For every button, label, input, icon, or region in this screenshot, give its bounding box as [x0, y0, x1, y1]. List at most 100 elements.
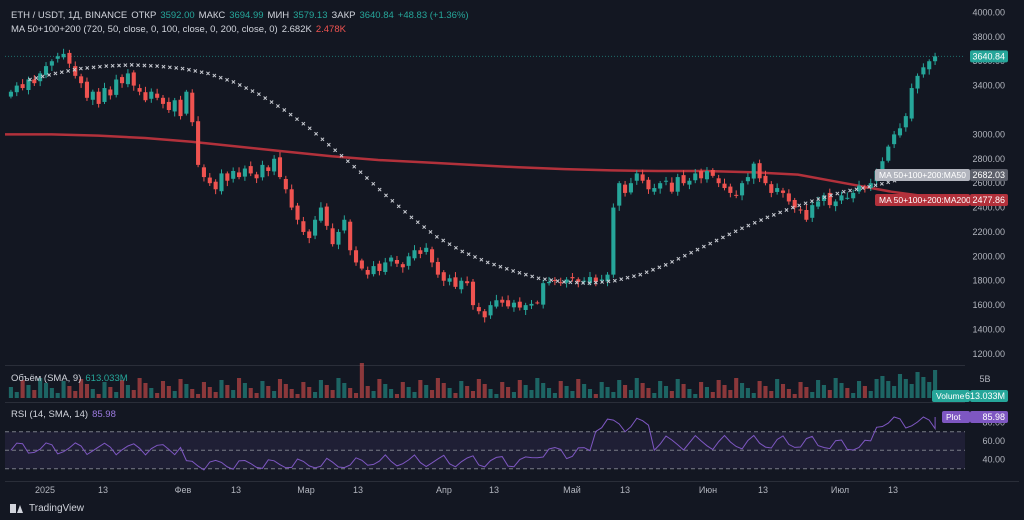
ma50-marker [66, 69, 71, 73]
volume-bar [236, 378, 242, 398]
candle-body [506, 300, 511, 307]
ma50-marker [78, 66, 83, 71]
volume-bar [757, 381, 762, 398]
ma50-marker [778, 210, 783, 215]
candle-body [587, 277, 593, 284]
ma50-marker [123, 63, 128, 68]
ma50-marker [625, 275, 630, 280]
candle-body [745, 177, 750, 182]
ma50-marker [841, 189, 846, 194]
candle-body [851, 192, 856, 199]
volume-bar [839, 383, 844, 398]
candle-body [570, 277, 575, 279]
ma50-marker [117, 63, 121, 68]
time-axis-tick: Фев [175, 485, 192, 495]
candle-body [61, 53, 66, 58]
tradingview-logo-icon [10, 504, 24, 513]
volume-bar [225, 385, 230, 398]
tradingview-footer[interactable]: TradingView [10, 503, 84, 514]
volume-bar [277, 379, 283, 398]
volume-bar [201, 382, 206, 398]
ma50-marker [816, 197, 821, 201]
rsi-legend[interactable]: RSI (14, SMA, 14) 85.98 [11, 409, 116, 420]
volume-bar [14, 392, 19, 398]
volume-bar [897, 374, 903, 398]
ma50-marker [326, 142, 331, 147]
ma50-badge-label: MA 50+100+200:MA50 [879, 170, 966, 180]
volume-bar [558, 381, 563, 398]
volume-bar [20, 380, 25, 398]
volume-bar [149, 388, 154, 398]
volume-bar [430, 390, 435, 398]
volume-bar [79, 379, 84, 398]
candle-body [412, 250, 417, 259]
ma50-marker [835, 191, 840, 196]
candle-body [909, 88, 914, 119]
volume-bar [628, 390, 633, 398]
candle-body [172, 100, 177, 112]
volume-bar [318, 380, 323, 398]
volume-bar [552, 393, 557, 398]
volume-bar [435, 378, 440, 398]
ma50-marker [784, 208, 789, 212]
ma50-marker [212, 73, 217, 78]
ma50-marker [180, 66, 185, 71]
volume-bar [166, 386, 171, 398]
ma50-marker [59, 70, 64, 75]
open-value: 3592.00 [160, 10, 195, 21]
ma50-marker [199, 70, 204, 75]
time-axis-tick: 13 [758, 485, 768, 495]
ma50-marker [148, 63, 153, 68]
ma50-marker [434, 234, 439, 239]
candle-body [242, 168, 247, 177]
volume-bar [389, 389, 394, 398]
volume-bar [43, 383, 49, 398]
candle-body [517, 301, 522, 308]
candle-body [330, 228, 335, 245]
candle-body [424, 247, 429, 252]
ma50-marker [460, 249, 465, 254]
volume-bar [892, 386, 897, 398]
ma50-marker [396, 204, 401, 209]
volume-bar [272, 391, 277, 398]
ma50-marker [409, 215, 414, 220]
candle-body [84, 81, 90, 98]
candle-body [576, 279, 581, 282]
ma50-marker [428, 229, 433, 234]
candle-body [32, 79, 37, 84]
volume-bar [611, 392, 616, 398]
ma50-marker [110, 63, 115, 68]
candle-body [108, 89, 113, 96]
rsi-indicator-label: RSI (14, SMA, 14) [11, 409, 89, 420]
ma50-marker [352, 164, 357, 169]
candle-body [313, 219, 318, 236]
ma50-marker [492, 262, 497, 267]
price-axis-tick: 1400.00 [972, 325, 1005, 335]
candle-body [780, 190, 786, 193]
change-value: +48.83 (+1.36%) [397, 10, 469, 21]
candle-body [927, 61, 932, 70]
ma50-marker [371, 181, 376, 186]
candle-body [389, 257, 394, 262]
candle-body [301, 221, 306, 232]
close-label: ЗАКР [331, 10, 356, 21]
ma50-marker [295, 117, 299, 122]
volume-bar [751, 393, 756, 398]
volume-bar [798, 382, 803, 398]
candle-body [880, 161, 885, 173]
ma50-marker [797, 203, 802, 208]
candle-body [342, 219, 347, 231]
volume-bar [348, 388, 353, 398]
ma50-marker [339, 153, 344, 158]
volume-bar [500, 382, 505, 398]
time-axis-tick: Июн [699, 485, 717, 495]
volume-badge-value: 613.033M [965, 391, 1005, 401]
ma-legend[interactable]: MA 50+100+200 (720, 50, close, 0, 100, c… [11, 24, 346, 35]
ma50-marker [619, 277, 624, 282]
ma50-marker [720, 235, 725, 240]
candle-body [365, 270, 370, 275]
volume-legend[interactable]: Объём (SMA, 9) 613.033M [11, 373, 128, 384]
candle-body [786, 193, 791, 202]
candle-body [623, 184, 628, 193]
